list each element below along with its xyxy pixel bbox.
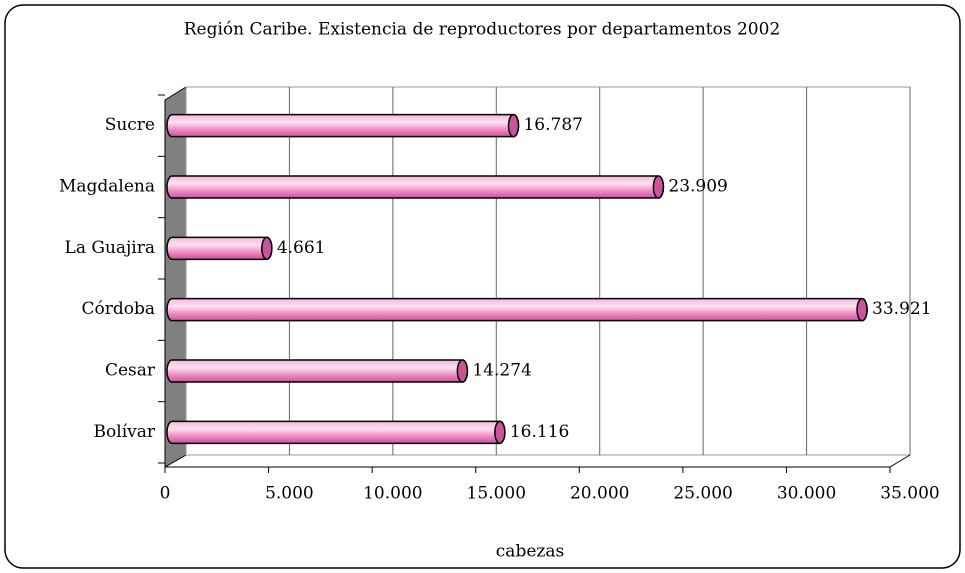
- value-label: 23.909: [668, 177, 727, 197]
- bar-cap: [856, 297, 868, 322]
- bar: [166, 113, 520, 138]
- y-tick-label: Córdoba: [81, 299, 155, 319]
- bar-cap: [507, 113, 520, 138]
- bar: [166, 359, 469, 383]
- y-tick-label: Bolívar: [94, 422, 156, 442]
- bar: [166, 236, 273, 261]
- bar-cap: [494, 420, 506, 445]
- bar-cap: [456, 359, 469, 383]
- x-tick-label: 30.000: [777, 484, 836, 504]
- y-tick-label: Sucre: [105, 115, 155, 135]
- bar: [166, 420, 506, 445]
- bar: [166, 175, 665, 199]
- bar-cap: [261, 236, 273, 261]
- x-tick-label: 25.000: [673, 484, 732, 504]
- bar-cap: [652, 175, 665, 199]
- x-tick-label: 20.000: [570, 484, 629, 504]
- x-tick-label: 35.000: [880, 484, 939, 504]
- x-tick-label: 5.000: [265, 484, 314, 504]
- x-tick-label: 0: [160, 484, 171, 504]
- x-axis-label: cabezas: [496, 542, 564, 562]
- value-label: 16.116: [510, 422, 569, 442]
- value-label: 16.787: [523, 115, 582, 135]
- chart-title: Región Caribe. Existencia de reproductor…: [184, 20, 781, 40]
- x-tick-label: 15.000: [467, 484, 526, 504]
- x-tick-label: 10.000: [363, 484, 422, 504]
- value-label: 14.274: [472, 361, 531, 381]
- y-tick-label: Magdalena: [59, 177, 155, 197]
- side-wall: [164, 86, 187, 468]
- bar: [166, 297, 868, 322]
- y-tick-label: Cesar: [105, 361, 156, 381]
- value-label: 33.921: [872, 299, 931, 319]
- y-tick-label: La Guajira: [65, 238, 155, 258]
- value-label: 4.661: [277, 238, 326, 258]
